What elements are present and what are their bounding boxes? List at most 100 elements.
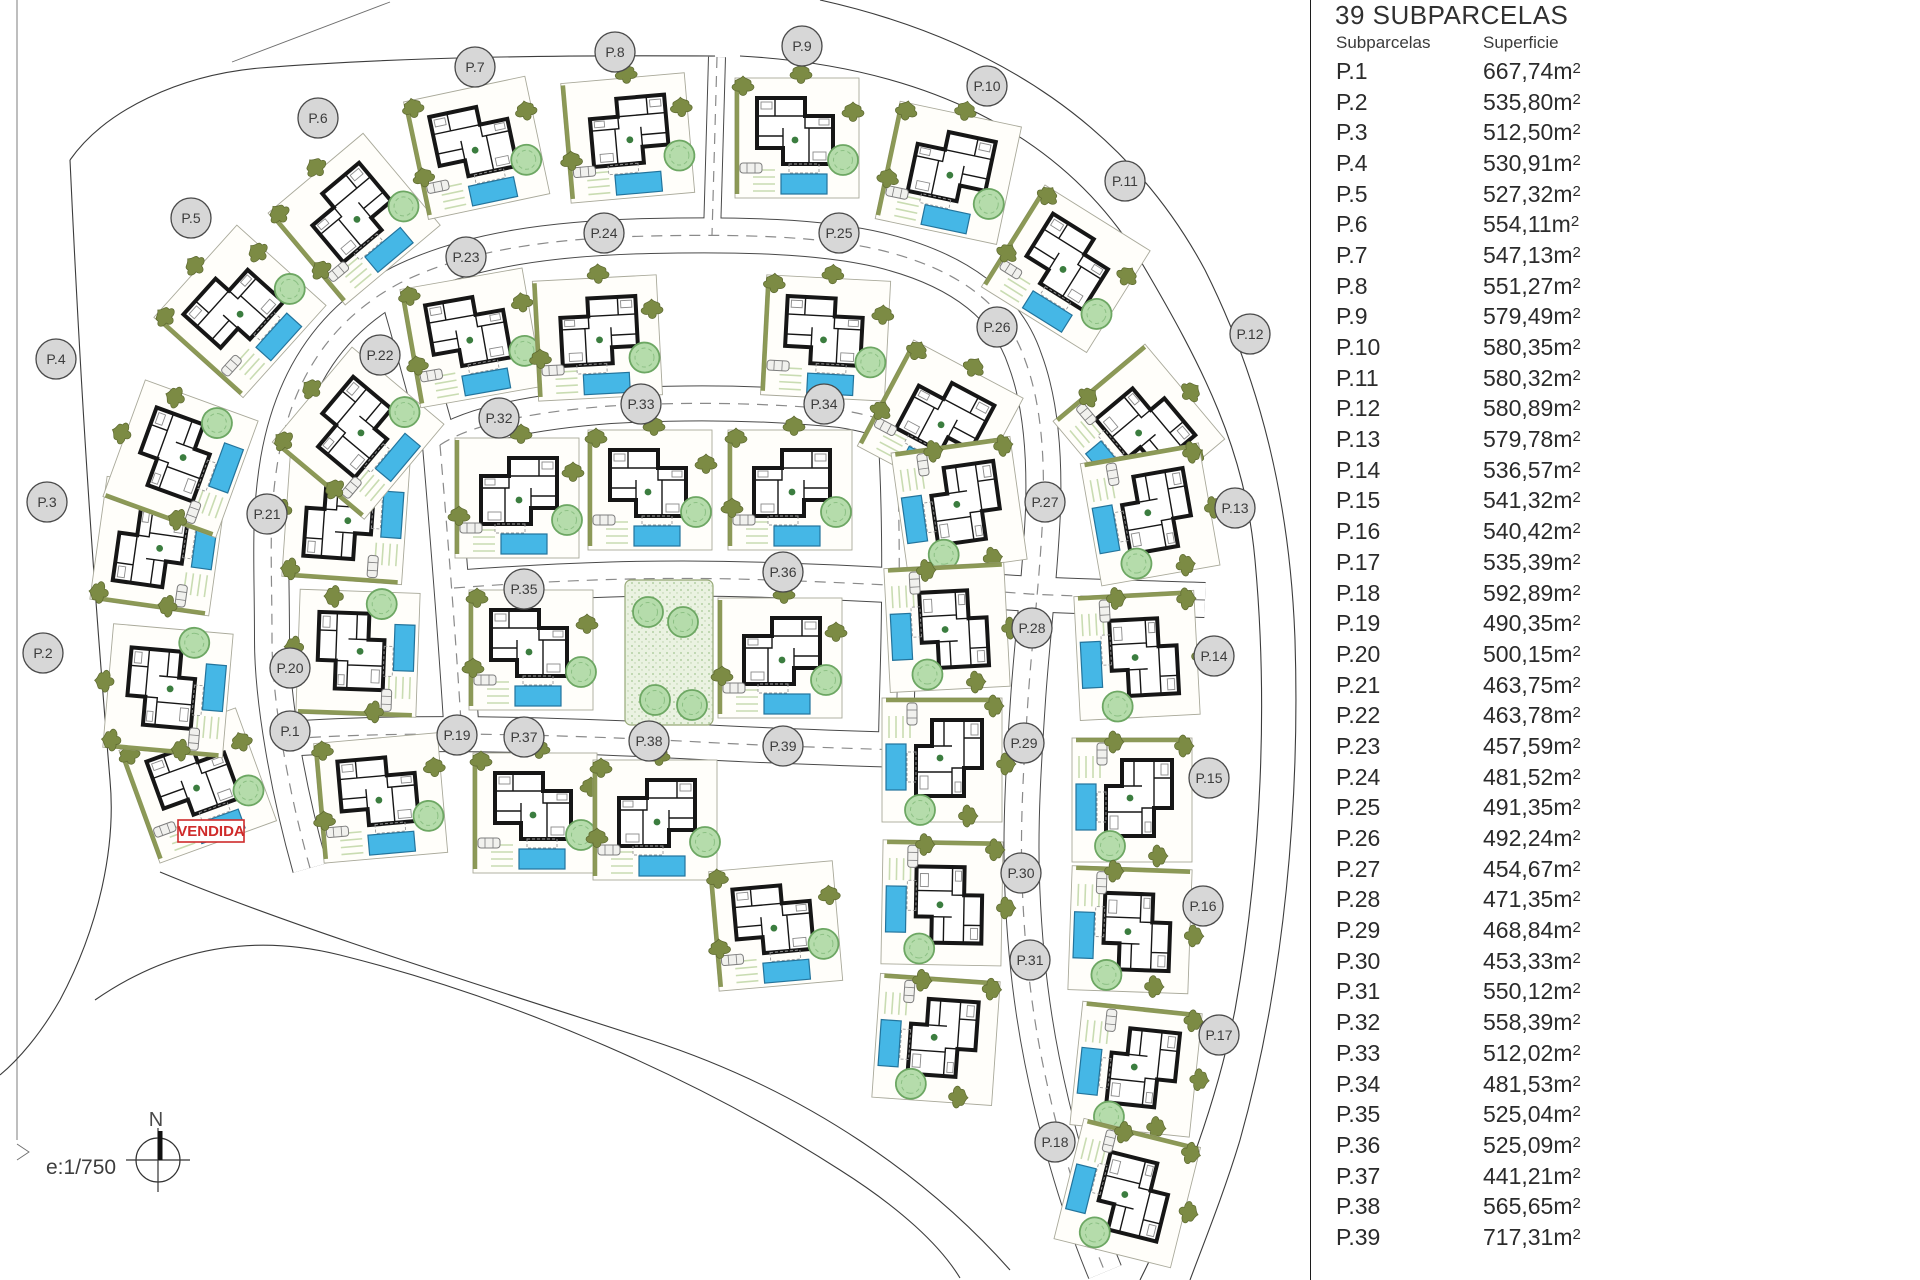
label-circle (503, 568, 545, 610)
parcel-P.7 (399, 75, 551, 220)
pool (1075, 783, 1097, 831)
parcel-label-P.23: P.23 (445, 236, 487, 278)
hedge-strip (875, 103, 904, 216)
car-icon (187, 727, 201, 752)
row-superficie-value: 580,32m2 (1483, 364, 1581, 391)
car-icon (1095, 871, 1108, 895)
pool (467, 176, 519, 207)
table-row: P.36 525,09m2 (1311, 1130, 1920, 1161)
row-superficie-value: 558,39m2 (1483, 1009, 1581, 1036)
parcel-P.38 (585, 745, 721, 881)
car-icon (720, 953, 745, 967)
label-text: P.17 (1206, 1027, 1233, 1043)
car-icon (1096, 742, 1108, 766)
column-header-superficie: Superficie (1483, 33, 1559, 52)
lawn-hatch (778, 366, 802, 391)
car-icon (477, 837, 501, 849)
car-icon (903, 979, 916, 1004)
row-subparcel-name: P.19 (1336, 610, 1381, 637)
parcel-P.5 (150, 224, 327, 399)
row-superficie-value: 667,74m2 (1483, 57, 1581, 84)
boundary-left (0, 159, 112, 1076)
parcel-P.6 (264, 132, 441, 306)
hedge-strip (858, 341, 917, 445)
row-superficie-value: 512,02m2 (1483, 1039, 1581, 1066)
table-row: P.11 580,32m2 (1311, 363, 1920, 394)
label-text: P.9 (792, 38, 811, 54)
tree-icon (827, 144, 859, 176)
pool (514, 685, 562, 707)
row-subparcel-name: P.7 (1336, 241, 1368, 268)
table-row: P.12 580,89m2 (1311, 394, 1920, 425)
lawn-hatch (1080, 1137, 1108, 1165)
hedge-strip (708, 873, 724, 988)
pool (380, 490, 405, 540)
label-circle (1011, 607, 1053, 649)
hedge-strip (1076, 865, 1191, 875)
tree-icon (903, 932, 936, 965)
parcel-label-P.30: P.30 (1000, 852, 1042, 894)
parcel-P.10 (874, 98, 1022, 245)
row-superficie-value: 579,49m2 (1483, 303, 1581, 330)
parcel-P.39 (705, 860, 844, 992)
hedge-strip (1084, 443, 1198, 468)
row-subparcel-name: P.1 (1336, 57, 1368, 84)
row-subparcel-name: P.25 (1336, 794, 1381, 821)
lawn-hatch (890, 585, 915, 609)
parcel-label-P.12: P.12 (1229, 313, 1271, 355)
label-text: P.24 (591, 225, 618, 241)
boundary-top-diagonal (231, 1, 391, 63)
parcel-label-P.33: P.33 (620, 383, 662, 425)
lawn-hatch (1078, 756, 1101, 778)
row-subparcel-name: P.3 (1336, 119, 1368, 146)
label-text: P.32 (486, 410, 513, 426)
column-header-subparcelas: Subparcelas (1336, 33, 1431, 52)
label-text: P.10 (974, 78, 1001, 94)
label-circle (359, 334, 401, 376)
tree-icon (565, 656, 597, 688)
row-superficie-value: 500,15m2 (1483, 640, 1581, 667)
lawn-hatch (487, 681, 509, 704)
lawn-hatch (353, 470, 386, 502)
table-row: P.37 441,21m2 (1311, 1161, 1920, 1192)
label-text: P.11 (1112, 173, 1138, 189)
table-row: P.22 463,78m2 (1311, 700, 1920, 731)
table-row: P.27 454,67m2 (1311, 854, 1920, 885)
label-circle (170, 197, 212, 239)
car-icon (572, 165, 597, 179)
car-icon (597, 844, 621, 856)
label-circle (1198, 1014, 1240, 1056)
row-subparcel-name: P.30 (1336, 947, 1381, 974)
lawn-hatch (387, 676, 411, 700)
parcel-label-P.27: P.27 (1024, 481, 1066, 523)
lawn-hatch (894, 194, 921, 221)
tree-icon (893, 1066, 928, 1101)
hedge-strip (887, 839, 1002, 847)
hedge-strip (313, 745, 329, 860)
label-circle (1182, 885, 1224, 927)
row-subparcel-name: P.31 (1336, 978, 1381, 1005)
label-text: P.35 (511, 581, 538, 597)
label-text: P.25 (826, 225, 853, 241)
label-circle (246, 493, 288, 535)
lawn-hatch (340, 257, 372, 289)
label-circle (478, 397, 520, 439)
label-text: P.31 (1017, 952, 1044, 968)
table-row: P.25 491,35m2 (1311, 793, 1920, 824)
parcel-P.34 (720, 415, 853, 551)
parcel-P.13 (1079, 439, 1226, 587)
table-row: P.3 512,50m2 (1311, 117, 1920, 148)
row-superficie-value: 525,04m2 (1483, 1101, 1581, 1128)
label-text: P.7 (465, 59, 484, 75)
parcel-label-P.16: P.16 (1182, 885, 1224, 927)
parcel-label-P.31: P.31 (1009, 939, 1051, 981)
table-row: P.1 667,74m2 (1311, 56, 1920, 87)
row-superficie-value: 492,24m2 (1483, 825, 1581, 852)
row-subparcel-name: P.22 (1336, 702, 1381, 729)
parcel-label-P.36: P.36 (762, 551, 804, 593)
parcel-P.9 (731, 63, 865, 199)
tree-icon (551, 504, 583, 536)
frame-arrow-icon (16, 1143, 30, 1161)
subparcels-table: P.1 667,74m2 P.2 535,80m2 P.3 512,50m2 P.4 530,… (1311, 56, 1920, 1253)
pool (885, 743, 907, 791)
